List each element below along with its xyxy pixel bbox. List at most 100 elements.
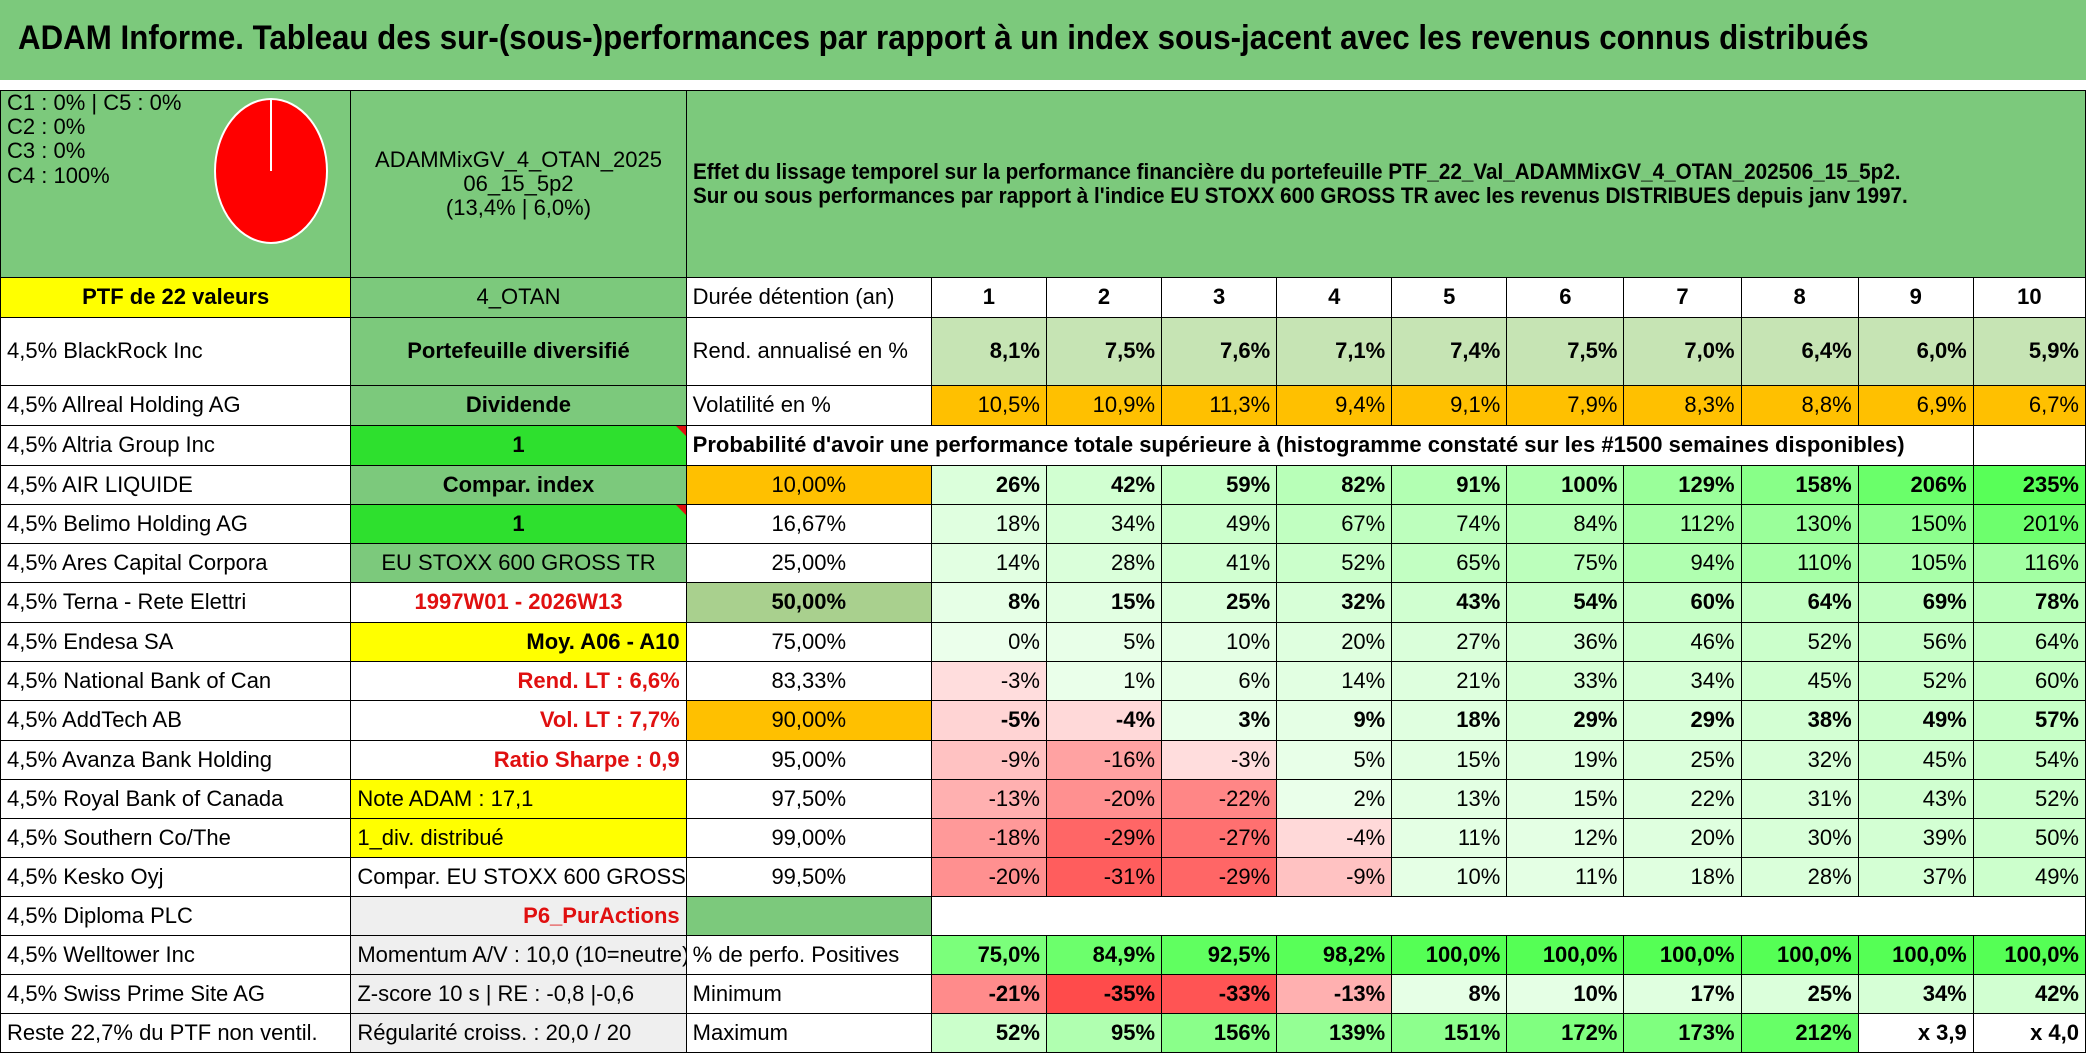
probability-value: 34%	[1045, 504, 1163, 544]
probability-value: 5%	[1276, 740, 1393, 780]
legend-cell: C1 : 0% | C5 : 0% C2 : 0% C3 : 0% C4 : 1…	[0, 90, 352, 278]
legend-c1-c5: C1 : 0% | C5 : 0%	[7, 90, 182, 115]
table-row: 4,5% Southern Co/The 1_div. distribué 99,0…	[0, 818, 2086, 858]
probability-value: -9%	[1276, 857, 1393, 897]
minimum-value: -21%	[930, 974, 1047, 1014]
probability-value: -9%	[930, 740, 1047, 780]
probability-value: 100%	[1506, 465, 1625, 505]
probability-threshold: 95,00%	[685, 740, 932, 780]
year-header: 8	[1740, 277, 1859, 318]
probability-value: 10%	[1391, 857, 1508, 897]
maximum-value: 95%	[1045, 1013, 1163, 1053]
positive-value: 100,0%	[1857, 935, 1974, 975]
minimum-value: 42%	[1972, 974, 2086, 1014]
table-row: 4,5% Diploma PLC P6_PurActions	[0, 896, 2086, 936]
holding-name: 4,5% Altria Group Inc	[0, 425, 352, 466]
empty-cell	[930, 896, 2086, 936]
table-row: 4,5% AddTech AB Vol. LT : 7,7% 90,00% -5% -4…	[0, 700, 2086, 741]
probability-value: 19%	[1506, 740, 1625, 780]
maximum-value: 173%	[1623, 1013, 1742, 1053]
rend-value: 6,4%	[1740, 317, 1859, 386]
table-row: 4,5% Welltower Inc Momentum A/V : 10,0 (1…	[0, 935, 2086, 975]
probability-value: 45%	[1740, 661, 1859, 701]
performance-table: C1 : 0% | C5 : 0% C2 : 0% C3 : 0% C4 : 1…	[0, 90, 2086, 1053]
average-label: Moy. A06 - A10	[350, 622, 687, 662]
probability-value: 2%	[1276, 779, 1393, 819]
vol-value: 6,7%	[1972, 385, 2086, 426]
probability-value: 9%	[1276, 700, 1393, 741]
minimum-value: 10%	[1506, 974, 1625, 1014]
probability-value: 45%	[1857, 740, 1974, 780]
probability-value: 13%	[1391, 779, 1508, 819]
holding-name: 4,5% Terna - Rete Elettri	[0, 582, 352, 623]
year-header: 6	[1506, 277, 1625, 318]
dividend-count: 1_div. distribué	[350, 818, 687, 858]
probability-value: 11%	[1391, 818, 1508, 858]
probability-value: 59%	[1161, 465, 1278, 505]
rend-value: 7,6%	[1161, 317, 1278, 386]
minimum-label: Minimum	[685, 974, 932, 1014]
minimum-value: -33%	[1161, 974, 1278, 1014]
probability-value: 65%	[1391, 543, 1508, 583]
positive-value: 92,5%	[1161, 935, 1278, 975]
period-label: 1997W01 - 2026W13	[350, 582, 687, 623]
holding-name: 4,5% National Bank of Can	[0, 661, 352, 701]
probability-value: 15%	[1045, 582, 1163, 623]
vol-value: 6,9%	[1857, 385, 1974, 426]
table-row: 4,5% Belimo Holding AG 1 16,67% 18% 34% 49% 67…	[0, 504, 2086, 544]
rend-value: 6,0%	[1857, 317, 1974, 386]
positive-value: 84,9%	[1045, 935, 1163, 975]
positive-value: 98,2%	[1276, 935, 1393, 975]
empty-cell	[1972, 425, 2086, 466]
holding-period-label: Durée détention (an)	[685, 277, 932, 318]
probability-value: 3%	[1161, 700, 1278, 741]
probability-value: -13%	[930, 779, 1047, 819]
probability-value: 25%	[1161, 582, 1278, 623]
probability-value: 130%	[1740, 504, 1859, 544]
holding-name: 4,5% Kesko Oyj	[0, 857, 352, 897]
probability-value: -20%	[1045, 779, 1163, 819]
probability-value: 52%	[1740, 622, 1859, 662]
maximum-value: 52%	[930, 1013, 1047, 1053]
probability-value: 54%	[1972, 740, 2086, 780]
year-header: 7	[1623, 277, 1742, 318]
probability-value: 50%	[1972, 818, 2086, 858]
year-header: 1	[930, 277, 1047, 318]
probability-value: 43%	[1857, 779, 1974, 819]
holding-name: 4,5% Southern Co/The	[0, 818, 352, 858]
probability-value: 74%	[1391, 504, 1508, 544]
ptf-label: PTF de 22 valeurs	[0, 277, 352, 318]
probability-value: 112%	[1623, 504, 1742, 544]
holding-name: 4,5% BlackRock Inc	[0, 317, 352, 386]
rend-value: 8,1%	[930, 317, 1047, 386]
positive-value: 100,0%	[1740, 935, 1859, 975]
probability-value: 11%	[1506, 857, 1625, 897]
probability-value: 105%	[1857, 543, 1974, 583]
probability-value: -27%	[1161, 818, 1278, 858]
probability-threshold: 90,00%	[685, 700, 932, 741]
ptf-code: 4_OTAN	[350, 277, 687, 318]
probability-value: -4%	[1276, 818, 1393, 858]
probability-value: 31%	[1740, 779, 1859, 819]
probability-value: 14%	[1276, 661, 1393, 701]
probability-value: -29%	[1161, 857, 1278, 897]
title-bar: ADAM Informe. Tableau des sur-(sous-)per…	[0, 0, 2086, 80]
description-cell: Effet du lissage temporel sur la perform…	[685, 90, 2086, 278]
year-header: 5	[1391, 277, 1508, 318]
legend-c3: C3 : 0%	[7, 138, 86, 164]
probability-value: 75%	[1506, 543, 1625, 583]
probability-title: Probabilité d'avoir une performance tota…	[685, 425, 1974, 466]
long-term-return: Rend. LT : 6,6%	[350, 661, 687, 701]
portfolio-category: P6_PurActions	[350, 896, 687, 936]
rend-value: 7,5%	[1045, 317, 1163, 386]
probability-value: 20%	[1276, 622, 1393, 662]
zscore-label: Z-score 10 s | RE : -0,8 |-0,6	[350, 974, 687, 1014]
regularity-label: Régularité croiss. : 20,0 / 20	[350, 1013, 687, 1053]
probability-value: 84%	[1506, 504, 1625, 544]
vol-value: 10,5%	[930, 385, 1047, 426]
probability-value: 36%	[1506, 622, 1625, 662]
probability-threshold: 16,67%	[685, 504, 932, 544]
probability-value: 56%	[1857, 622, 1974, 662]
probability-value: 110%	[1740, 543, 1859, 583]
probability-value: 49%	[1161, 504, 1278, 544]
